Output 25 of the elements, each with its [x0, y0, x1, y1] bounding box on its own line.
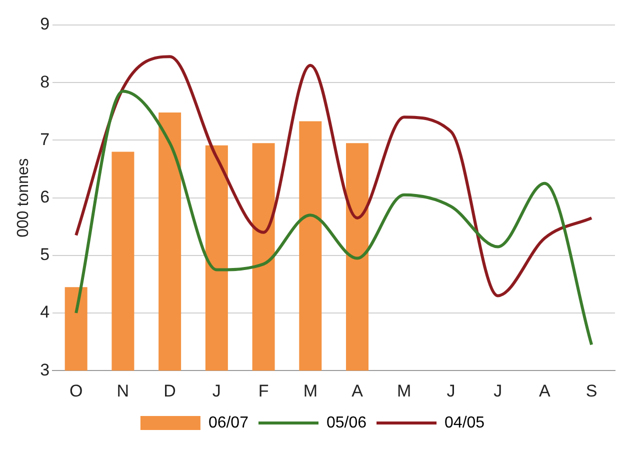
line-series — [74, 90, 594, 346]
x-tick-label: D — [164, 381, 176, 400]
y-tick-label: 5 — [40, 245, 50, 264]
x-tick-label: M — [397, 381, 412, 400]
x-tick-label: J — [446, 381, 456, 400]
y-tick-label: 6 — [40, 187, 50, 206]
x-tick-label: A — [539, 381, 552, 400]
legend-label: 06/07 — [208, 414, 249, 432]
x-tick-label: O — [69, 381, 83, 400]
y-tick-label: 3 — [40, 360, 50, 380]
y-tick-label: 7 — [40, 130, 50, 149]
x-tick-label: S — [586, 381, 598, 400]
y-tick-label: 9 — [40, 14, 50, 34]
y-tick-label: 4 — [40, 302, 50, 322]
x-tick-label: A — [352, 381, 364, 400]
y-axis-title: 000 tonnes — [15, 158, 32, 238]
x-tick-label: M — [303, 381, 318, 400]
legend-label: 05/06 — [326, 414, 367, 432]
x-tick-label: N — [116, 381, 130, 400]
line-series — [74, 55, 594, 298]
x-tick-label: F — [258, 381, 269, 400]
x-tick-label: J — [212, 381, 221, 400]
y-tick-label: 8 — [40, 72, 50, 92]
legend-label: 04/05 — [444, 414, 485, 432]
x-tick-label: J — [494, 381, 502, 400]
